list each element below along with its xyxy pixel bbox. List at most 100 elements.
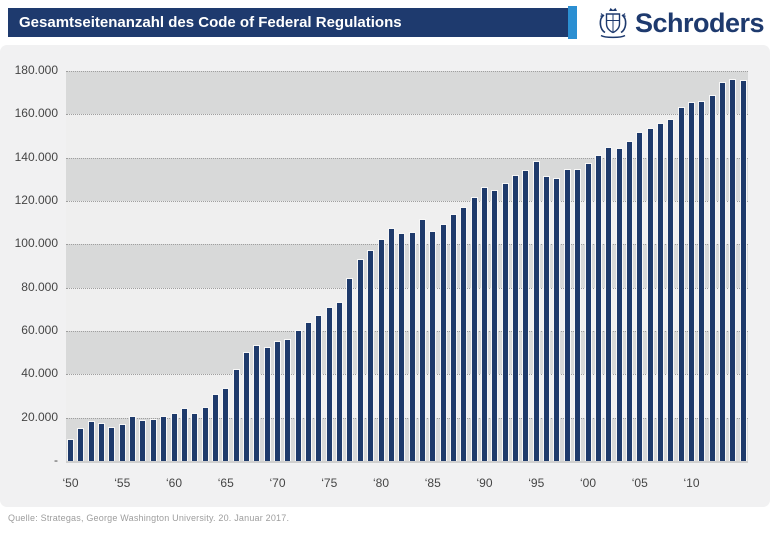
y-tick-label: 80.000	[21, 279, 58, 294]
bar-1952	[87, 421, 95, 461]
gridline	[66, 331, 748, 332]
bar-2005	[636, 132, 644, 461]
schroders-logo: Schroders	[597, 6, 765, 40]
bar-2004	[625, 141, 633, 461]
plot-band	[66, 331, 748, 375]
chart-panel: 180.000 160.000 140.000 120.000 100.000 80.00…	[0, 45, 770, 507]
bar-1955	[118, 424, 126, 461]
bar-2008	[667, 118, 675, 461]
source-note: Quelle: Strategas, George Washington Uni…	[8, 513, 290, 523]
bar-1989	[470, 197, 478, 461]
bar-1981	[387, 228, 395, 461]
x-tick-label: ‘00	[579, 476, 597, 490]
y-tick-label: 120.000	[14, 193, 58, 207]
bar-1998	[563, 168, 571, 461]
bar-1966	[232, 369, 240, 461]
y-tick-label: 140.000	[14, 149, 58, 164]
gridline	[66, 417, 748, 419]
bar-1997	[553, 177, 561, 461]
bar-1968	[253, 345, 261, 461]
y-tick-label: 40.000	[21, 366, 58, 381]
bar-1977	[346, 278, 354, 461]
bar-2011	[698, 100, 706, 461]
plot-band	[66, 374, 748, 418]
gridline	[66, 157, 748, 159]
bar-1995	[532, 161, 540, 461]
bar-1987	[449, 213, 457, 461]
bar-1961	[180, 408, 188, 461]
bar-1999	[574, 169, 582, 461]
bar-1964	[211, 394, 219, 461]
bar-1965	[222, 387, 230, 461]
bar-1958	[149, 418, 157, 461]
bar-1996	[543, 175, 551, 461]
gridline	[66, 374, 748, 376]
plot-band	[66, 157, 748, 201]
x-tick-label: ‘80	[372, 476, 390, 490]
bar-1962	[191, 412, 199, 461]
bar-1951	[77, 428, 85, 461]
gridline	[66, 287, 748, 289]
bar-1963	[201, 407, 209, 461]
bar-2001	[594, 154, 602, 461]
title-bar-accent	[568, 6, 577, 39]
bar-1979	[367, 249, 375, 461]
x-tick-label: ‘50	[62, 476, 79, 490]
bar-1994	[522, 170, 530, 461]
bar-1983	[408, 231, 416, 461]
gridline	[66, 201, 748, 202]
bar-1978	[356, 258, 364, 461]
plot-area	[66, 71, 748, 463]
bar-2000	[584, 162, 592, 461]
bar-1976	[336, 302, 344, 461]
bar-2003	[615, 148, 623, 461]
bar-1980	[377, 239, 385, 461]
y-tick-label: 160.000	[14, 106, 58, 121]
x-tick-label: ‘10	[683, 476, 700, 490]
bar-1973	[305, 321, 313, 461]
bar-1984	[418, 218, 426, 461]
bar-1954	[108, 427, 116, 461]
plot-band	[66, 287, 748, 331]
plot-band	[66, 417, 748, 461]
bar-1950	[67, 438, 74, 461]
plot-band	[66, 114, 748, 158]
bar-1990	[481, 187, 488, 461]
gridline	[66, 71, 748, 72]
chart-title-bar: Gesamtseitenanzahl des Code of Federal R…	[8, 8, 568, 37]
x-tick-label: ‘05	[631, 476, 648, 490]
plot-band	[66, 201, 748, 245]
x-tick-label: ‘75	[321, 476, 338, 490]
bar-1986	[439, 223, 447, 461]
bar-2006	[646, 127, 654, 461]
y-tick-label: 100.000	[14, 236, 58, 251]
bar-1960	[170, 412, 178, 461]
bar-1959	[160, 416, 168, 461]
chart-title: Gesamtseitenanzahl des Code of Federal R…	[19, 14, 402, 31]
bar-1988	[460, 206, 468, 461]
bar-2010	[688, 101, 695, 461]
y-tick-label: 60.000	[21, 323, 58, 337]
bar-2013	[719, 81, 727, 461]
bar-1992	[501, 182, 509, 461]
bar-1956	[129, 415, 137, 461]
bar-2007	[656, 123, 664, 461]
bar-1953	[98, 423, 106, 461]
bar-1975	[325, 306, 333, 461]
bar-1993	[512, 174, 520, 461]
gridline	[66, 114, 748, 116]
bar-1972	[294, 330, 302, 461]
y-tick-label: 180.000	[14, 63, 58, 77]
bar-1957	[139, 420, 147, 461]
x-tick-label: ‘85	[424, 476, 441, 490]
bar-2012	[708, 95, 716, 461]
gridline	[66, 244, 748, 246]
bar-1971	[284, 339, 292, 461]
bar-1974	[315, 315, 323, 461]
bar-1970	[274, 341, 281, 461]
bar-1991	[491, 190, 499, 461]
bar-2014	[729, 78, 737, 461]
y-tick-label: -	[54, 453, 58, 467]
x-tick-label: ‘55	[114, 476, 131, 490]
